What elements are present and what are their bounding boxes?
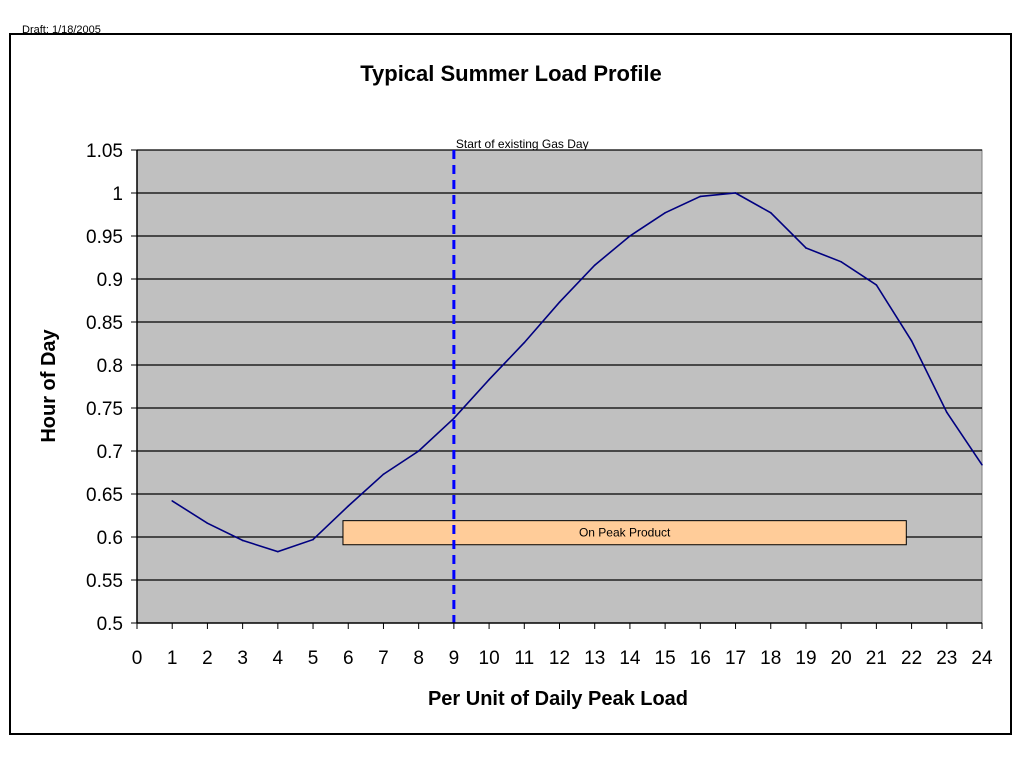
data-point: [699, 195, 702, 198]
y-tick-label: 0.65: [86, 485, 123, 506]
x-tick-label: 3: [237, 648, 248, 669]
data-point: [241, 539, 244, 542]
x-axis-title: Per Unit of Daily Peak Load: [428, 688, 688, 710]
data-point: [840, 261, 842, 263]
y-tick-label: 0.8: [97, 356, 123, 377]
y-tick-label: 0.7: [97, 442, 123, 463]
data-point: [347, 505, 350, 507]
x-tick-label: 19: [795, 648, 816, 669]
y-tick-label: 0.9: [97, 270, 123, 291]
data-point: [981, 463, 983, 466]
x-tick-label: 1: [167, 648, 178, 669]
y-tick-label: 1.05: [86, 141, 123, 162]
y-tick-label: 0.75: [86, 399, 123, 420]
y-tick-label: 0.5: [97, 614, 123, 635]
x-tick-label: 0: [132, 648, 143, 669]
data-point: [769, 211, 772, 214]
x-tick-label: 10: [479, 648, 500, 669]
data-point: [734, 192, 737, 194]
y-tick-label: 1: [112, 184, 123, 205]
x-tick-label: 11: [514, 648, 534, 669]
y-axis-title: Hour of Day: [38, 328, 60, 442]
x-tick-label: 6: [343, 648, 354, 669]
y-tick-label: 0.55: [86, 571, 123, 592]
data-point: [277, 550, 279, 553]
on-peak-label: On Peak Product: [579, 526, 671, 540]
data-point: [206, 522, 209, 525]
axes: [131, 149, 983, 629]
x-tick-label: 5: [308, 648, 319, 669]
x-tick-label: 13: [584, 648, 605, 669]
series-group: [171, 192, 983, 553]
data-point: [629, 235, 631, 237]
gridlines: [137, 149, 982, 581]
x-tick-label: 17: [725, 648, 746, 669]
y-tick-labels: 0.5 0.55 0.6 0.65 0.7 0.75 0.8 0.85 0.9 0.95 1 1.05: [86, 141, 123, 635]
x-tick-labels: 0 1 2 3 4 5 6 7 8 9 10 11 12 13 14 15 16 17 18 19 20 21 22 23 24: [132, 648, 993, 669]
data-point: [945, 411, 948, 414]
x-tick-label: 16: [690, 648, 711, 669]
data-point: [875, 284, 878, 286]
series-line: [171, 192, 983, 553]
data-point: [171, 500, 174, 502]
gas-day-label: Start of existing Gas Day: [456, 137, 589, 151]
data-point: [417, 450, 420, 452]
x-tick-label: 18: [760, 648, 781, 669]
x-tick-label: 2: [202, 648, 213, 669]
data-point: [453, 417, 455, 420]
data-point: [805, 247, 807, 249]
x-tick-label: 15: [655, 648, 676, 669]
x-tick-label: 9: [449, 648, 460, 669]
x-tick-label: 4: [273, 648, 284, 669]
x-tick-label: 21: [866, 648, 887, 669]
x-tick-label: 14: [619, 648, 641, 669]
data-point: [558, 301, 561, 304]
x-tick-label: 24: [971, 648, 993, 669]
x-tick-label: 23: [936, 648, 957, 669]
x-tick-label: 20: [831, 648, 852, 669]
data-point: [488, 378, 490, 381]
x-tick-label: 8: [413, 648, 424, 669]
data-point: [910, 340, 913, 342]
x-tick-label: 12: [549, 648, 570, 669]
on-peak-product-box: On Peak Product: [342, 520, 907, 546]
data-point: [593, 264, 596, 267]
x-tick-label: 22: [901, 648, 922, 669]
chart-title: Typical Summer Load Profile: [360, 61, 662, 86]
plot-area: [136, 149, 983, 624]
data-point: [523, 341, 526, 344]
data-point: [382, 473, 385, 476]
x-tick-label: 7: [378, 648, 389, 669]
y-tick-label: 0.85: [86, 313, 123, 334]
on-peak-rect: [342, 520, 907, 546]
data-point: [664, 211, 666, 214]
y-tick-label: 0.95: [86, 227, 123, 248]
y-tick-label: 0.6: [97, 528, 123, 549]
data-point: [312, 538, 314, 541]
